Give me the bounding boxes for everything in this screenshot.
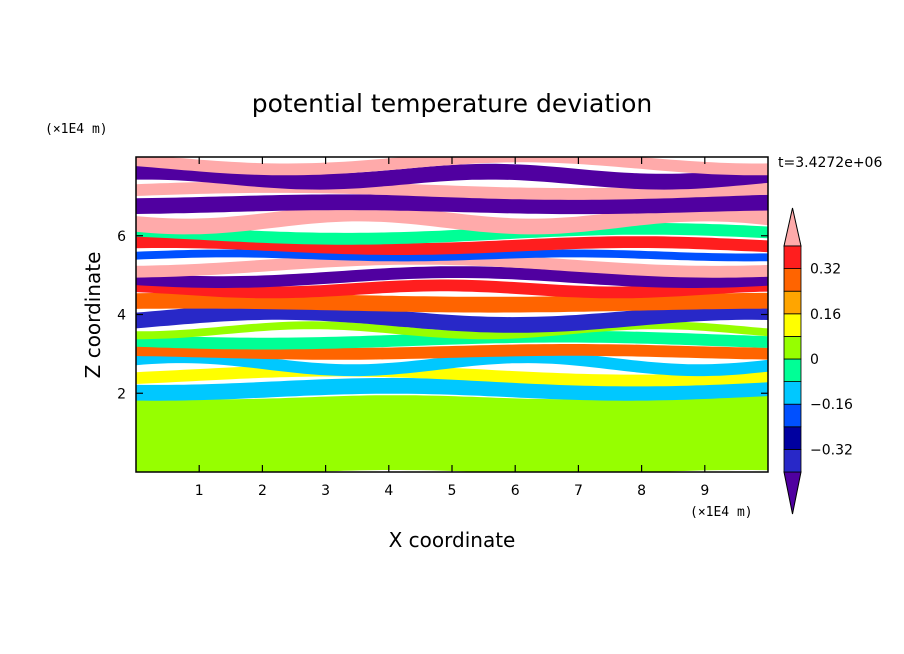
contour-band <box>136 266 768 288</box>
colorbar-swatch <box>783 426 802 450</box>
colorbar-swatch <box>783 245 802 270</box>
contour-band <box>136 252 768 278</box>
y-tick-label: 2 <box>117 386 126 402</box>
x-tick-label: 5 <box>448 483 457 499</box>
colorbar-swatch <box>783 268 802 292</box>
y-tick-label: 6 <box>117 229 126 245</box>
colorbar-tick-label: −0.32 <box>810 442 853 458</box>
colorbar-swatch <box>783 448 802 473</box>
colorbar-tick-label: −0.16 <box>810 397 853 413</box>
x-unit-label: (×1E4 m) <box>690 505 753 520</box>
colorbar-swatch <box>783 358 802 383</box>
contour-band <box>136 163 768 190</box>
y-axis-label: Z coordinate <box>81 252 105 379</box>
colorbar-tick-label: 0 <box>810 352 819 368</box>
contour-band <box>136 279 768 299</box>
colorbar-tick-label: 0.16 <box>810 307 841 323</box>
y-axis-ticks: 2 4 6 <box>117 229 768 402</box>
x-tick-label: 1 <box>195 483 204 499</box>
y-tick-label: 4 <box>117 308 126 324</box>
contour-band <box>136 205 768 235</box>
contour-band <box>136 351 768 377</box>
x-tick-label: 9 <box>700 483 709 499</box>
colorbar-swatch <box>783 313 802 337</box>
contour-band <box>136 330 768 350</box>
colorbar-tick-label: 0.32 <box>810 262 841 278</box>
time-label: t=3.4272e+06 <box>778 155 882 171</box>
x-tick-label: 8 <box>637 483 646 499</box>
contour-band <box>136 249 768 262</box>
x-axis-ticks: 1 2 3 4 5 6 7 8 9 <box>195 157 709 499</box>
contour-field <box>136 157 768 472</box>
x-axis-label: X coordinate <box>389 528 516 552</box>
colorbar-extend-max <box>783 207 802 247</box>
contour-band <box>136 304 768 333</box>
contour-band <box>136 395 768 472</box>
colorbar-swatch <box>783 403 802 428</box>
chart-title: potential temperature deviation <box>252 89 652 118</box>
x-tick-label: 6 <box>511 483 520 499</box>
colorbar-swatch <box>783 290 802 315</box>
colorbar-swatch <box>783 335 802 360</box>
y-unit-label: (×1E4 m) <box>45 122 108 137</box>
contour-band <box>136 377 768 401</box>
colorbar-swatch <box>783 381 802 405</box>
x-tick-label: 2 <box>258 483 267 499</box>
contour-band <box>136 157 768 176</box>
x-tick-label: 7 <box>574 483 583 499</box>
colorbar-extend-min <box>783 471 802 515</box>
x-tick-label: 4 <box>384 483 393 499</box>
colorbar: 0.32 0.16 0 −0.16 −0.32 <box>783 207 853 515</box>
x-tick-label: 3 <box>321 483 330 499</box>
